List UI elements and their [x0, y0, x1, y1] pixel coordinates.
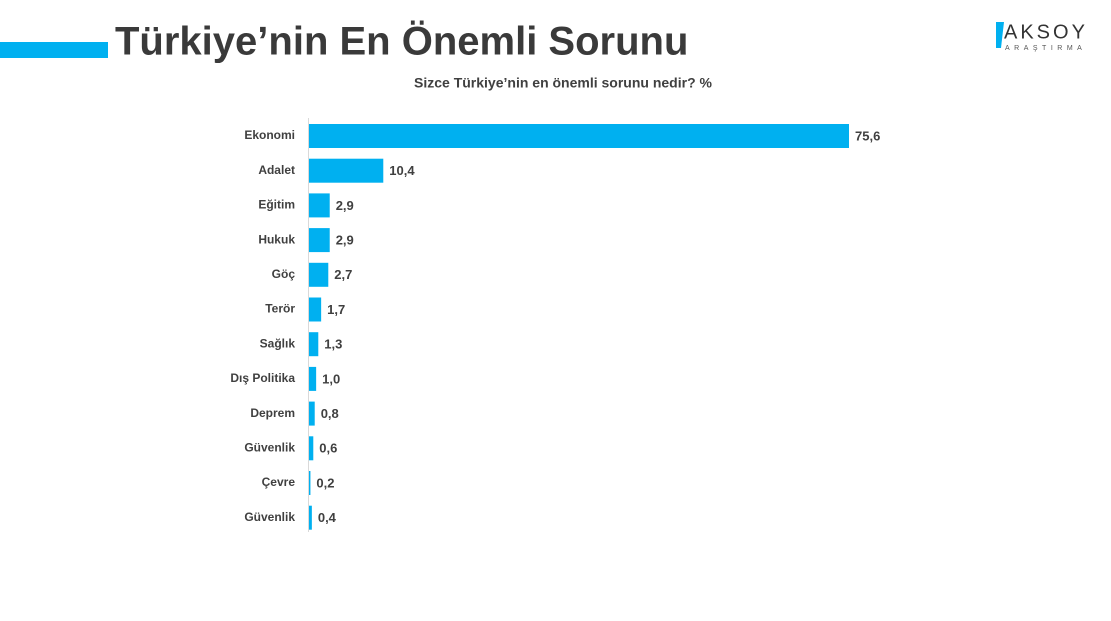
bar	[309, 297, 322, 322]
value-label: 1,3	[324, 337, 342, 352]
category-label: Sağlık	[260, 336, 296, 350]
value-label: 0,6	[319, 441, 337, 456]
value-label: 0,2	[316, 475, 334, 490]
bar	[309, 366, 317, 391]
logo-icon	[996, 22, 1004, 48]
bar	[309, 436, 314, 461]
chart-title: Türkiye’nin En Önemli Sorunu	[115, 19, 688, 64]
category-label: Adalet	[258, 163, 295, 177]
bar	[309, 228, 330, 253]
category-label: Dış Politika	[230, 371, 295, 385]
logo-sub: ARAŞTIRMA	[1005, 45, 1086, 52]
bar	[309, 262, 329, 287]
category-label: Deprem	[250, 406, 295, 420]
value-label: 0,4	[318, 510, 337, 525]
value-label: 75,6	[855, 128, 880, 143]
chart-subtitle: Sizce Türkiye’nin en önemli sorunu nedir…	[414, 75, 712, 91]
bar	[309, 124, 849, 148]
category-label: Terör	[265, 302, 295, 316]
category-label: Göç	[272, 267, 296, 281]
logo-name: AKSOY	[1004, 21, 1088, 43]
bar	[309, 505, 312, 530]
value-label: 2,7	[334, 267, 352, 282]
category-label: Eğitim	[258, 198, 295, 212]
value-label: 2,9	[336, 198, 354, 213]
category-label: Çevre	[262, 475, 296, 489]
category-label: Güvenlik	[244, 440, 295, 454]
bar	[309, 158, 384, 183]
value-label: 1,7	[327, 302, 345, 317]
category-label: Ekonomi	[244, 128, 295, 142]
accent-stripe	[0, 42, 108, 58]
category-label: Güvenlik	[244, 510, 295, 524]
value-label: 1,0	[322, 371, 340, 386]
category-label: Hukuk	[258, 232, 295, 246]
value-label: 0,8	[321, 406, 339, 421]
bar	[309, 401, 315, 426]
value-label: 2,9	[336, 233, 354, 248]
bar	[309, 471, 311, 495]
bar	[309, 193, 330, 218]
bar	[309, 332, 319, 357]
value-label: 10,4	[389, 163, 415, 178]
